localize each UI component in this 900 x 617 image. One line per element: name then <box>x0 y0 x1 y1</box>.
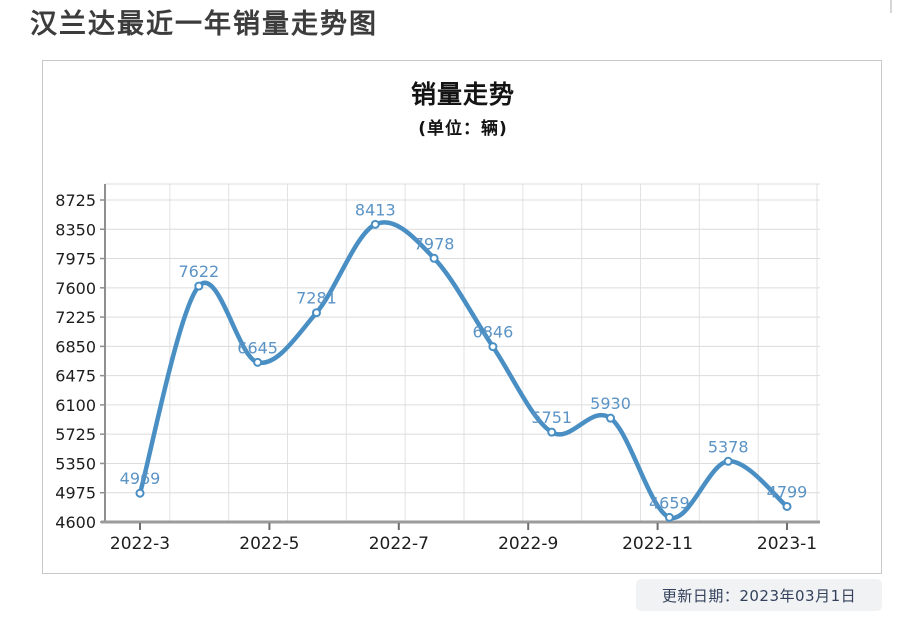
x-axis-tick-label: 2022-11 <box>622 534 693 554</box>
y-axis-tick-label: 4975 <box>55 484 96 503</box>
data-point-label: 7622 <box>178 262 219 281</box>
data-point-label: 5751 <box>531 408 572 427</box>
data-point-label: 8413 <box>355 200 396 219</box>
x-axis-tick-label: 2023-1 <box>757 534 817 554</box>
data-point-label: 6645 <box>237 338 278 357</box>
data-point-marker[interactable] <box>723 456 733 466</box>
data-point-marker[interactable] <box>311 308 321 318</box>
page-title: 汉兰达最近一年销量走势图 <box>30 9 378 40</box>
x-axis-tick-label: 2022-5 <box>239 534 299 554</box>
x-axis-tick-label: 2022-7 <box>369 534 429 554</box>
y-axis-tick-label: 7225 <box>55 308 96 327</box>
y-axis-tick-label: 5725 <box>55 425 96 444</box>
update-date-text: 更新日期：2023年03月1日 <box>661 586 857 605</box>
y-axis-tick-label: 4600 <box>55 513 96 532</box>
data-point-label: 4659 <box>649 493 690 512</box>
data-point-marker[interactable] <box>429 253 439 263</box>
data-point-marker[interactable] <box>194 281 204 291</box>
sales-trend-chart-card: 销量走势 (单位：辆) 4600 4975 5350 5725 6100 6475 6850… <box>42 60 882 574</box>
data-point-label: 7978 <box>414 234 455 253</box>
data-point-label: 5378 <box>708 437 749 456</box>
data-point-marker[interactable] <box>547 427 557 437</box>
y-axis-tick-label: 7975 <box>55 250 96 269</box>
data-point-label: 4969 <box>120 469 161 488</box>
x-axis-tick-label: 2022-9 <box>498 534 558 554</box>
y-axis-tick-label: 6475 <box>55 367 96 386</box>
y-axis-tick-label: 6100 <box>55 396 96 415</box>
data-point-marker[interactable] <box>370 219 380 229</box>
data-point-marker[interactable] <box>253 357 263 367</box>
data-point-label: 7281 <box>296 289 337 308</box>
data-point-marker[interactable] <box>488 342 498 352</box>
y-axis-tick-label: 7600 <box>55 279 96 298</box>
y-axis-tick-label: 8725 <box>55 191 96 210</box>
data-point-marker[interactable] <box>606 413 616 423</box>
sales-line-chart[interactable]: 4600 4975 5350 5725 6100 6475 6850 7225 7600 7975… <box>43 61 883 575</box>
data-point-label: 6846 <box>473 323 514 342</box>
chart-unit-subtitle: (单位：辆) <box>418 119 508 139</box>
x-axis-tick-label: 2022-3 <box>110 534 170 554</box>
window-scrollbar-fragment <box>890 0 892 13</box>
data-point-marker[interactable] <box>782 501 792 511</box>
data-point-label: 5930 <box>590 394 631 413</box>
data-point-marker[interactable] <box>135 488 145 498</box>
chart-title: 销量走势 <box>410 80 515 109</box>
y-axis-tick-label: 6850 <box>55 337 96 356</box>
data-point-marker[interactable] <box>664 512 674 522</box>
chart-title-block: 销量走势 (单位：辆) <box>43 75 883 139</box>
update-date-badge: 更新日期：2023年03月1日 <box>636 579 882 611</box>
data-point-label: 4799 <box>767 482 808 501</box>
y-axis-tick-label: 5350 <box>55 454 96 473</box>
y-axis-tick-label: 8350 <box>55 220 96 239</box>
